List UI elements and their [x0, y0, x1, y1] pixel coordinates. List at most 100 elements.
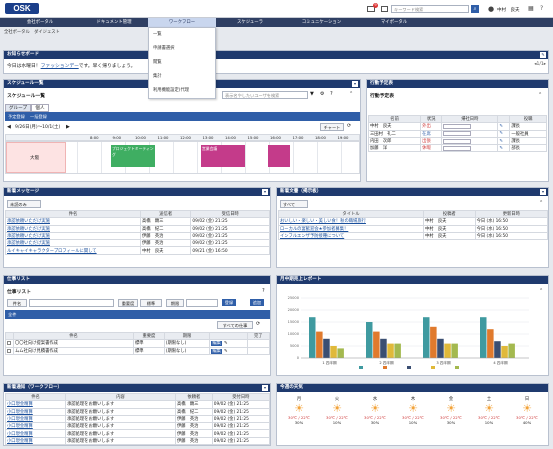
- message-subject[interactable]: 承認依頼いただけ実施: [5, 231, 141, 241]
- edit-icon[interactable]: ✎: [497, 129, 511, 138]
- calendar-icon[interactable]: [381, 6, 388, 12]
- staff-status[interactable]: 外出: [420, 122, 443, 131]
- staff-return[interactable]: [441, 136, 499, 146]
- messages-menu-icon[interactable]: ▾: [262, 189, 268, 195]
- tab-person[interactable]: 個人: [31, 104, 49, 112]
- message-row[interactable]: 承認依頼いただけ実施 高橋 顕三 09/02 (金) 21:25: [5, 217, 270, 226]
- add-button[interactable]: 追加: [250, 299, 264, 306]
- checkbox[interactable]: [7, 341, 11, 346]
- staff-return[interactable]: [441, 144, 499, 153]
- doc-link[interactable]: おいしい・楽しい・美しい食！秋の職場旅行: [280, 219, 366, 225]
- filter-icon[interactable]: ▼: [310, 91, 314, 97]
- settings-icon[interactable]: ⚙: [320, 91, 325, 97]
- collapse-icon[interactable]: ⌃: [349, 91, 354, 97]
- dropdown-item-proxy-settings[interactable]: 利用機能設定(代理: [153, 88, 190, 93]
- event-block-3[interactable]: [268, 145, 290, 167]
- message-link[interactable]: 承認依頼いただけ実施: [7, 241, 50, 247]
- doc-title[interactable]: おいしい・楽しい・美しい食！秋の職場旅行: [278, 217, 424, 226]
- nav-my-portal[interactable]: マイポータル: [380, 20, 408, 25]
- user-icon[interactable]: ●: [488, 5, 495, 13]
- pencil-icon[interactable]: ✎: [223, 348, 228, 354]
- pager-icon[interactable]: ◂1/1▸: [534, 62, 546, 67]
- collapse-icon[interactable]: ⌃: [539, 200, 544, 206]
- search-icon[interactable]: ⌕: [471, 5, 479, 13]
- search-input[interactable]: キーワード検索: [391, 5, 469, 13]
- doc-row[interactable]: おいしい・楽しい・美しい食！秋の職場旅行 中村 良夫 今日 (水) 16:50: [278, 217, 549, 226]
- collapse-icon[interactable]: ⌃: [539, 288, 544, 294]
- due-input[interactable]: [186, 299, 218, 307]
- next-week-icon[interactable]: ▶: [66, 124, 70, 130]
- doc-row[interactable]: ローカルの宴歓迎会★参加者募集！ 中村 良夫 今日 (水) 16:50: [278, 224, 549, 233]
- nav-document[interactable]: ドキュメント管理: [96, 20, 132, 25]
- doc-link[interactable]: インフルエンザ予防接種について: [280, 234, 345, 240]
- dropdown-item-view[interactable]: 閲覧: [153, 60, 162, 65]
- refresh-icon[interactable]: ⟳: [347, 123, 352, 129]
- level-select[interactable]: 標準: [140, 299, 162, 307]
- task-checkbox[interactable]: [5, 346, 14, 355]
- refresh-icon[interactable]: ⟳: [256, 321, 261, 327]
- workflow-link[interactable]: 小口現金精算: [7, 417, 33, 423]
- message-row[interactable]: 承認依頼いただけ実施 高橋 紀二 09/02 (金) 21:25: [5, 224, 270, 233]
- user-name[interactable]: 中村 良夫: [497, 8, 520, 13]
- workflow-subject[interactable]: 小口現金精算: [5, 429, 66, 438]
- dropdown-item-summary[interactable]: 集計: [153, 74, 162, 79]
- message-subject[interactable]: 承認依頼いただけ実施: [5, 217, 141, 226]
- message-subject[interactable]: 承認依頼いただけ実施: [5, 239, 141, 248]
- workflow-subject[interactable]: 小口現金精算: [5, 414, 66, 424]
- dropdown-item-list[interactable]: 一覧: [153, 32, 162, 37]
- task-subject-input[interactable]: [29, 299, 114, 307]
- return-input[interactable]: [443, 123, 472, 129]
- event-sales-meeting[interactable]: 営業会議: [201, 145, 245, 167]
- grid-menu-icon[interactable]: ▦: [528, 5, 534, 12]
- task-checkbox[interactable]: [5, 339, 14, 348]
- view-select[interactable]: チャート: [320, 123, 344, 131]
- doc-link[interactable]: ローカルの宴歓迎会★参加者募集！: [280, 226, 349, 232]
- docs-filter-select[interactable]: すべて: [280, 200, 308, 208]
- workflow-link[interactable]: 小口現金精算: [7, 409, 33, 415]
- staff-return[interactable]: [441, 129, 499, 138]
- message-link[interactable]: ルイキャイキャラクタープロフィールに関して: [7, 248, 97, 254]
- workflow-row[interactable]: 小口現金精算 承認処理をお願いします 伊藤 英治 09/02 (金) 21:25: [5, 422, 271, 431]
- staff-status[interactable]: 休暇: [420, 144, 443, 153]
- help-icon[interactable]: ?: [540, 5, 544, 12]
- nav-scheduler[interactable]: スケジューラ: [236, 20, 264, 25]
- message-link[interactable]: 承認依頼いただけ実施: [7, 219, 50, 225]
- workflow-link[interactable]: 小口現金精算: [7, 424, 33, 430]
- schedule-menu-icon[interactable]: ▾: [352, 81, 358, 87]
- event-project-meeting[interactable]: プロジェクトミーティング: [111, 145, 155, 167]
- checkbox[interactable]: [7, 348, 11, 353]
- return-input[interactable]: [443, 138, 472, 144]
- prev-week-icon[interactable]: ◀: [7, 124, 11, 130]
- collapse-icon[interactable]: ⌃: [538, 92, 543, 98]
- task-done[interactable]: [246, 346, 271, 355]
- add-schedule-button[interactable]: 予定登録: [8, 114, 25, 119]
- workflow-subject[interactable]: 小口現金精算: [5, 400, 66, 409]
- task-done[interactable]: [246, 339, 271, 348]
- workflow-link[interactable]: 小口現金精算: [7, 438, 33, 444]
- edit-icon[interactable]: ✎: [497, 136, 511, 146]
- help-icon[interactable]: ?: [262, 288, 265, 294]
- workflow-link[interactable]: 小口現金精算: [7, 402, 33, 408]
- message-subject[interactable]: 承認依頼いただけ実施: [5, 224, 141, 233]
- bulk-add-button[interactable]: 一括登録: [30, 114, 47, 119]
- workflow-row[interactable]: 小口現金精算 承認処理をお願いします 伊藤 英治 09/02 (金) 21:25: [5, 436, 271, 446]
- docs-menu-icon[interactable]: ▾: [540, 189, 546, 195]
- task-filter-select[interactable]: すべての仕事: [217, 321, 253, 329]
- workflow-row[interactable]: 小口現金精算 承認処理をお願いします 高橋 紀二 09/02 (金) 21:25: [5, 407, 271, 416]
- task-edit-button[interactable]: 編集: [211, 341, 222, 347]
- doc-title[interactable]: インフルエンザ予防接種について: [278, 231, 424, 241]
- dropdown-item-select-form[interactable]: 申請書選択: [153, 46, 175, 51]
- register-button[interactable]: 登録: [222, 299, 236, 306]
- workflow-subject[interactable]: 小口現金精算: [5, 407, 66, 416]
- doc-title[interactable]: ローカルの宴歓迎会★参加者募集！: [278, 224, 424, 233]
- doc-row[interactable]: インフルエンザ予防接種について 中村 良夫 今日 (水) 16:50: [278, 231, 549, 241]
- mail-icon[interactable]: [367, 6, 375, 12]
- staff-status[interactable]: 出張: [420, 136, 443, 146]
- help-icon[interactable]: ?: [330, 91, 333, 97]
- messages-filter-select[interactable]: 未読のみ: [7, 200, 41, 208]
- edit-icon[interactable]: ✎: [497, 122, 511, 131]
- return-input[interactable]: [443, 131, 472, 137]
- nav-communication[interactable]: コミュニケーション: [301, 20, 342, 25]
- workflow-link[interactable]: 小口現金精算: [7, 431, 33, 437]
- task-edit-button[interactable]: 編集: [211, 348, 222, 354]
